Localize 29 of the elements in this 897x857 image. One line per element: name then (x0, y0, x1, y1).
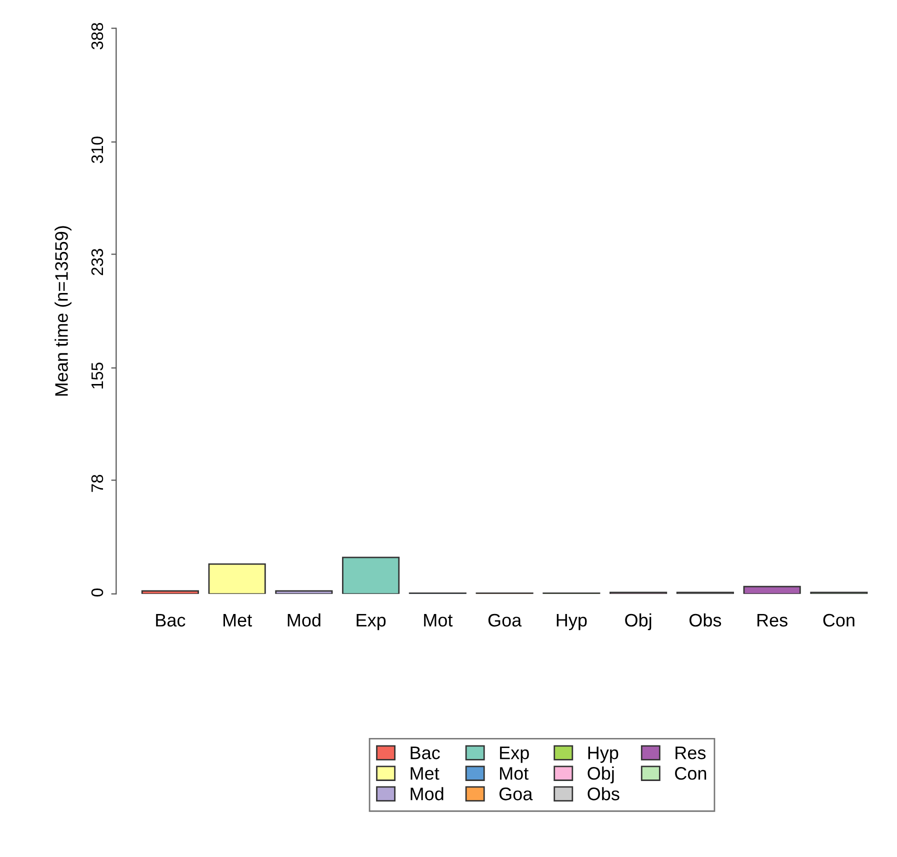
legend-label: Goa (499, 788, 533, 800)
y-tick-label: 155 (92, 362, 104, 388)
x-tick-label: Exp (356, 614, 386, 630)
y-tick-label: 78 (91, 474, 104, 492)
y-tick-label: 310 (91, 136, 104, 164)
x-tick-label: Obj (625, 613, 652, 630)
legend-label: Obj (588, 766, 614, 784)
x-tick-label: Bac (156, 614, 186, 627)
legend-label: Res (676, 746, 706, 760)
legend-label: Hyp (588, 746, 618, 763)
y-tick-label: 233 (91, 248, 104, 276)
legend-label: Mot (500, 767, 529, 780)
legend-label: Obs (588, 787, 620, 800)
x-tick-label: Res (757, 614, 788, 627)
x-tick-label: Mod (288, 613, 320, 627)
legend-label: Con (675, 767, 706, 780)
y-tick-label: 388 (91, 22, 104, 50)
x-tick-label: Mot (424, 614, 453, 627)
x-tick-label: Met (223, 614, 252, 627)
x-tick-label: Con (823, 614, 854, 627)
legend-label: Mod (410, 787, 444, 800)
legend-label: Bac (410, 746, 440, 760)
y-axis-title: Mean time (n=13559) (54, 226, 72, 396)
legend-label: Met (410, 767, 440, 780)
legend-label: Exp (500, 746, 529, 763)
x-tick-label: Hyp (556, 614, 587, 630)
x-tick-label: Obs (689, 613, 722, 627)
x-tick-label: Goa (488, 614, 522, 627)
y-tick-label: 0 (91, 588, 104, 596)
